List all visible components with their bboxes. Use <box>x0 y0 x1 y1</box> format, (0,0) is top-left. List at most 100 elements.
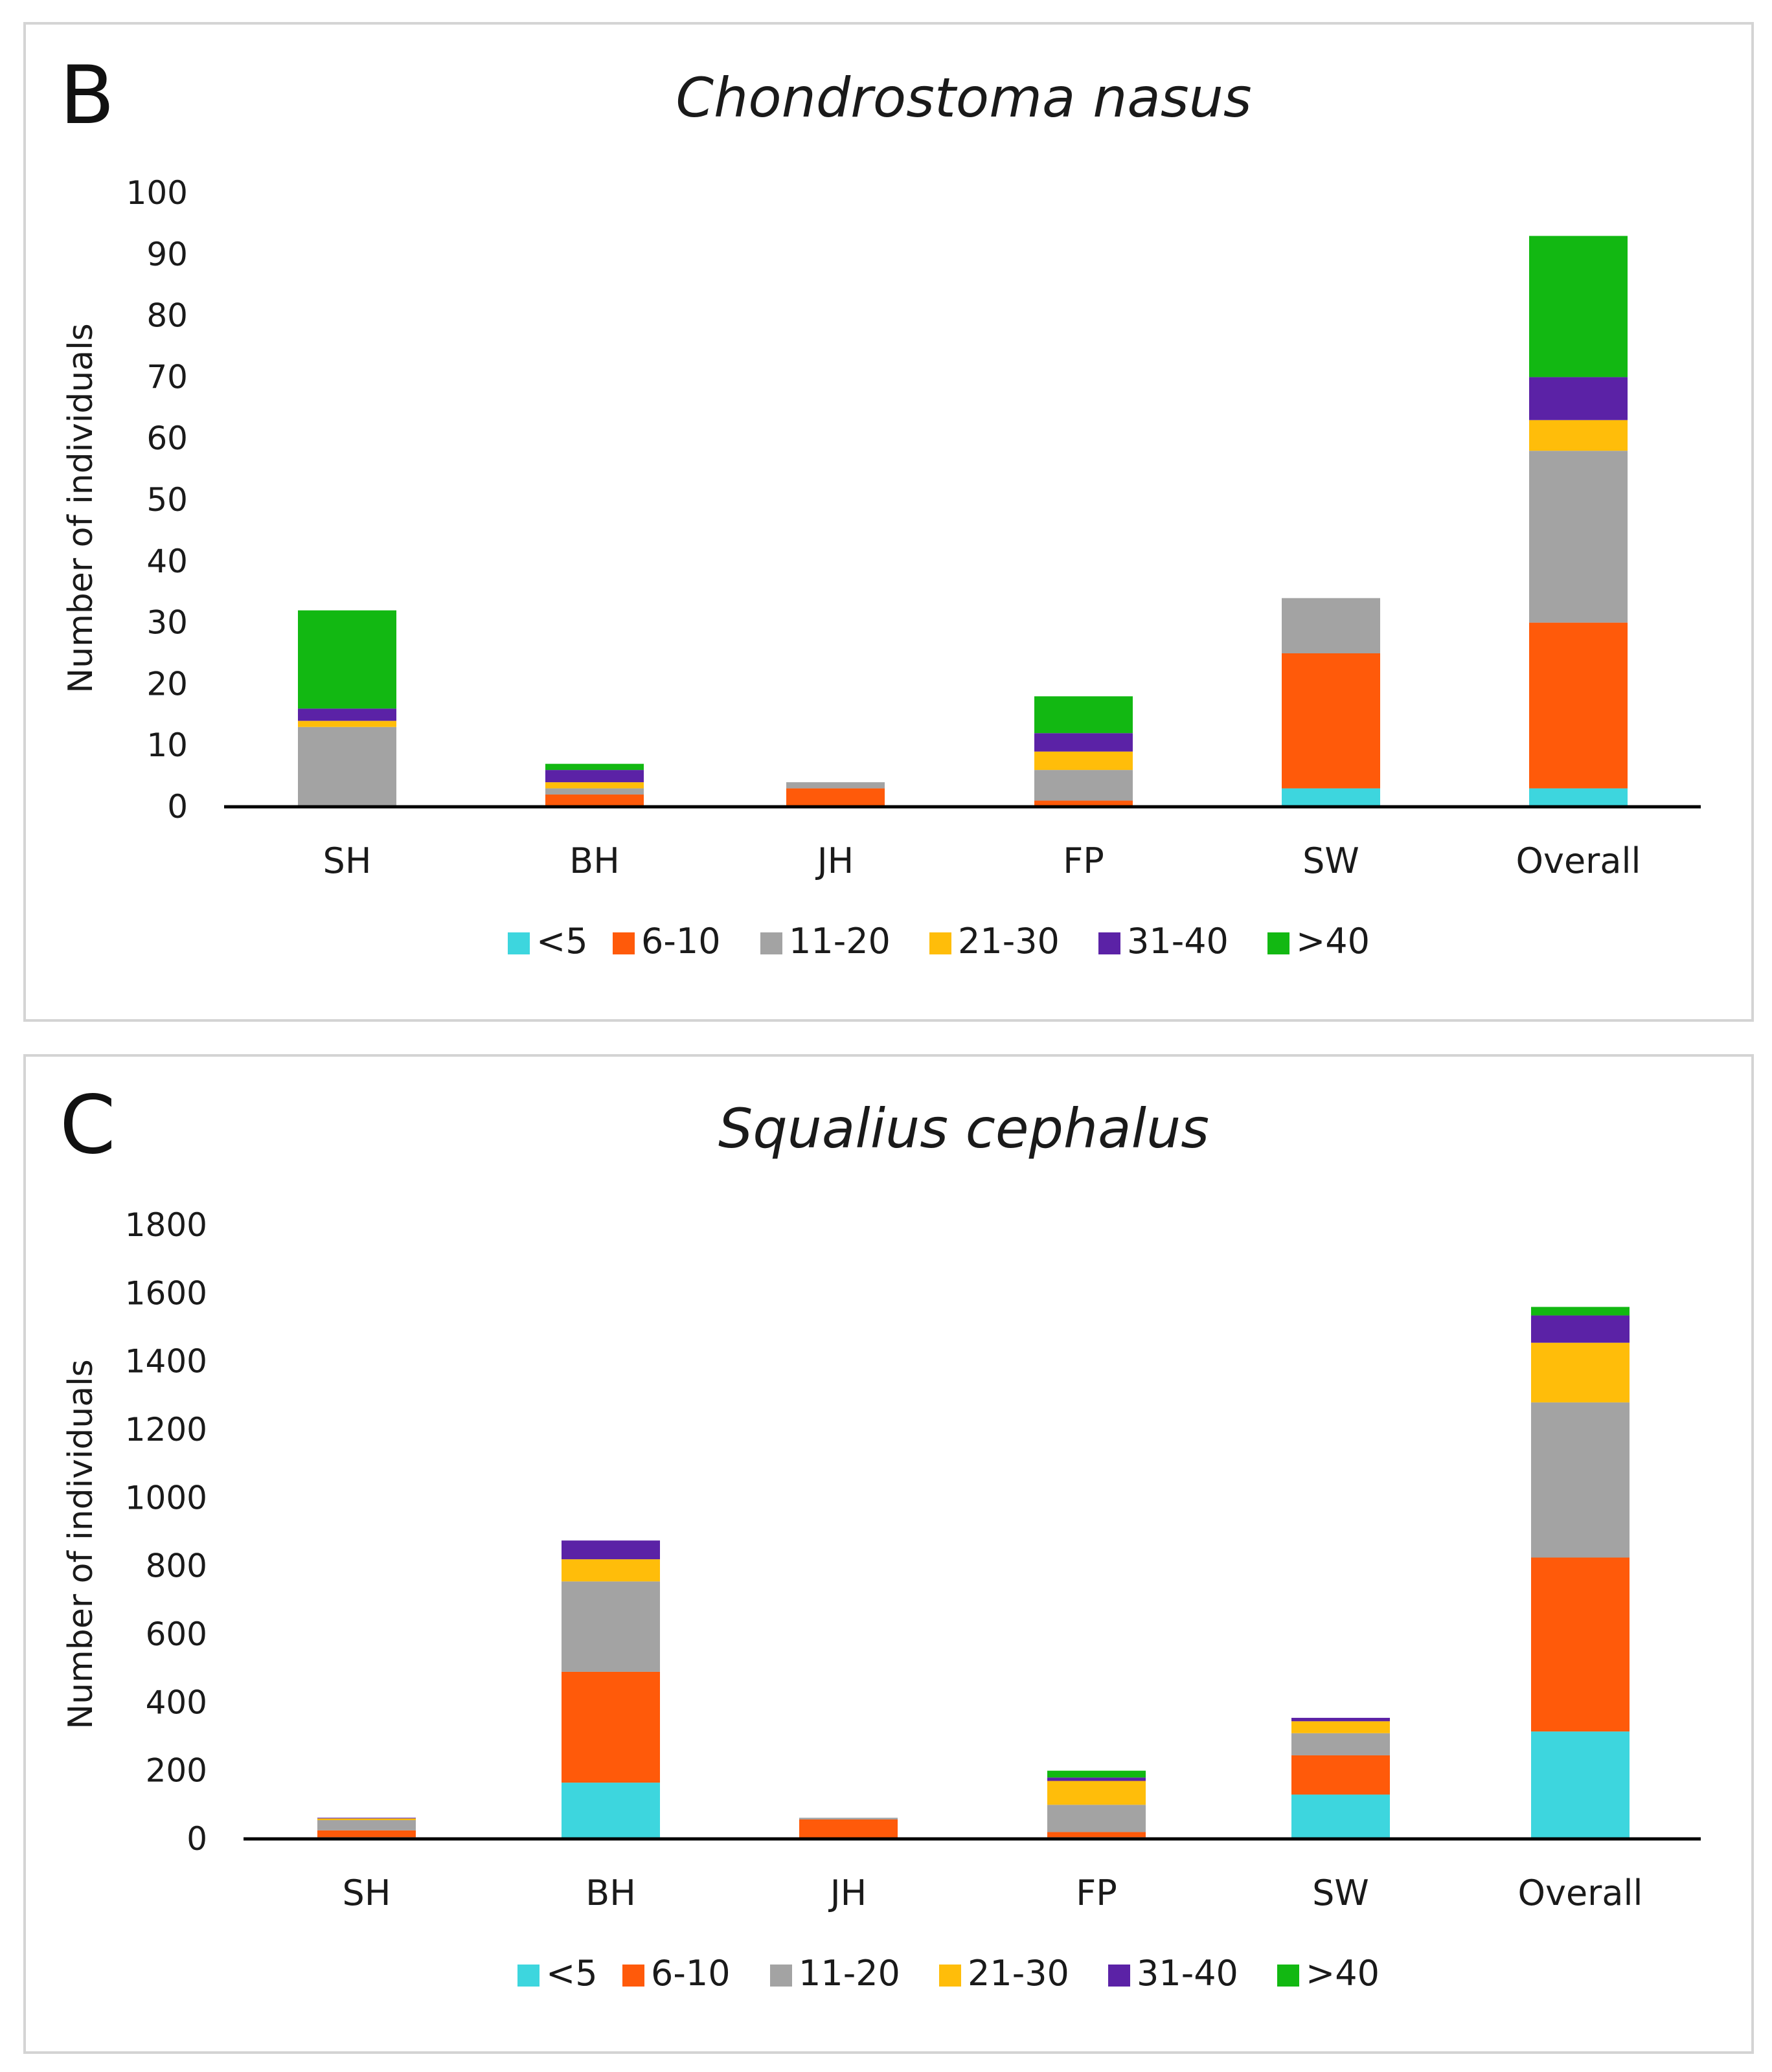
legend-swatch-c <box>517 1965 540 1987</box>
legend-label-b: <5 <box>536 921 588 962</box>
legend-swatch-c <box>622 1965 644 1987</box>
chart-panel-c: C Squalius cephalus Number of individual… <box>23 1054 1754 2054</box>
y-tick-label-b: 0 <box>167 788 188 826</box>
bar-segment-c <box>799 1819 898 1838</box>
x-category-label-b: FP <box>1063 840 1104 881</box>
bar-segment-b <box>1282 653 1380 789</box>
bar-segment-b <box>298 610 396 709</box>
legend-label-c: <5 <box>546 1953 598 1994</box>
y-tick-label-b: 80 <box>146 297 188 335</box>
legend-label-c: 21-30 <box>968 1953 1069 1994</box>
bar-segment-b <box>1282 788 1380 807</box>
bar-segment-b <box>1034 800 1133 807</box>
y-tick-label-b: 40 <box>146 543 188 580</box>
bar-segment-b <box>1529 451 1628 623</box>
x-category-label-b: JH <box>815 840 854 881</box>
panel-frame-b <box>23 22 1754 1022</box>
bar-segment-b <box>1282 598 1380 653</box>
bar-segment-c <box>1531 1342 1630 1402</box>
x-category-label-c: BH <box>585 1873 636 1913</box>
bar-segment-b <box>298 721 396 727</box>
x-category-label-c: FP <box>1076 1873 1117 1913</box>
legend-c: <5 6-10 11-20 21-30 31-40 >40 <box>517 1953 1380 1994</box>
legend-swatch-b <box>613 932 635 954</box>
plot-area-c: 0 200 400 600 800 1000 1200 1400 1600 1800 SH BH JH F… <box>125 1206 1643 1913</box>
bar-segment-c <box>1291 1721 1390 1733</box>
legend-swatch-c <box>1277 1965 1299 1987</box>
bar-segment-c <box>562 1581 660 1672</box>
bar-segment-c <box>799 1818 898 1819</box>
legend-label-b: 31-40 <box>1127 921 1229 962</box>
bar-segment-b <box>1529 377 1628 420</box>
panel-letter-b: B <box>60 49 115 142</box>
chart-panel-b: B Chondrostoma nasus Number of individua… <box>23 22 1754 1022</box>
legend-label-c: >40 <box>1306 1953 1380 1994</box>
legend-swatch-b <box>929 932 951 954</box>
legend-swatch-b <box>760 932 782 954</box>
bar-segment-b <box>298 708 396 721</box>
bar-segment-b <box>786 782 885 789</box>
y-tick-label-c: 1200 <box>125 1411 207 1448</box>
bar-segment-c <box>1531 1402 1630 1558</box>
x-category-label-c: SW <box>1312 1873 1369 1913</box>
bar-segment-b <box>1529 788 1628 807</box>
y-tick-label-c: 1800 <box>125 1206 207 1244</box>
y-axis-label-b: Number of individuals <box>62 323 100 693</box>
y-tick-label-c: 200 <box>146 1752 207 1790</box>
bar-segment-b <box>1034 770 1133 801</box>
x-category-label-c: Overall <box>1518 1873 1643 1913</box>
x-category-label-c: SH <box>343 1873 391 1913</box>
bar-segment-c <box>317 1818 416 1821</box>
bar-segment-b <box>786 788 885 807</box>
x-category-label-b: SH <box>323 840 372 881</box>
x-category-label-b: BH <box>569 840 620 881</box>
bar-segment-c <box>1531 1731 1630 1839</box>
plot-area-b: 0 10 20 30 40 50 60 70 80 90 100 SH BH JH FP SW Overall <box>126 174 1641 881</box>
legend-label-c: 6-10 <box>651 1953 731 1994</box>
bar-segment-c <box>1531 1307 1630 1316</box>
y-axis-label-c: Number of individuals <box>62 1359 100 1729</box>
bar-segment-c <box>562 1540 660 1560</box>
bar-segment-c <box>562 1783 660 1839</box>
legend-swatch-b <box>1267 932 1289 954</box>
y-tick-label-c: 1400 <box>125 1343 207 1380</box>
bar-segment-b <box>545 763 644 771</box>
legend-label-b: 21-30 <box>958 921 1060 962</box>
chart-title-b: Chondrostoma nasus <box>676 66 1251 130</box>
bar-segment-b <box>1034 696 1133 734</box>
bar-segment-c <box>1291 1718 1390 1722</box>
bar-segment-c <box>1047 1777 1146 1781</box>
legend-b: <5 6-10 11-20 21-30 31-40 >40 <box>508 921 1370 962</box>
bar-segment-b <box>545 782 644 789</box>
legend-swatch-c <box>1108 1965 1130 1987</box>
y-tick-label-b: 70 <box>146 358 188 396</box>
legend-label-b: 6-10 <box>641 921 721 962</box>
y-tick-label-b: 50 <box>146 481 188 519</box>
bar-segment-c <box>1047 1781 1146 1805</box>
bar-segment-c <box>1047 1832 1146 1838</box>
bar-segment-c <box>1291 1755 1390 1795</box>
y-tick-label-b: 100 <box>126 174 188 212</box>
bar-segment-c <box>562 1559 660 1582</box>
bar-segment-b <box>1034 733 1133 752</box>
bar-segment-b <box>1034 751 1133 771</box>
bar-segment-c <box>1291 1794 1390 1839</box>
bar-segment-b <box>545 770 644 783</box>
y-tick-label-c: 400 <box>146 1684 207 1721</box>
bar-segment-c <box>1047 1770 1146 1778</box>
bar-segment-b <box>1529 236 1628 377</box>
y-tick-label-c: 800 <box>146 1548 207 1585</box>
bar-segment-c <box>1531 1557 1630 1732</box>
y-tick-label-b: 30 <box>146 604 188 642</box>
y-tick-label-b: 20 <box>146 665 188 703</box>
y-tick-label-b: 90 <box>146 236 188 273</box>
bar-segment-c <box>317 1820 416 1830</box>
x-category-label-b: SW <box>1302 840 1359 881</box>
bar-segment-c <box>1531 1315 1630 1343</box>
bar-segment-b <box>1529 622 1628 789</box>
y-tick-label-c: 1600 <box>125 1274 207 1312</box>
x-category-label-b: Overall <box>1516 840 1641 881</box>
legend-label-c: 11-20 <box>799 1953 900 1994</box>
legend-label-b: 11-20 <box>789 921 891 962</box>
